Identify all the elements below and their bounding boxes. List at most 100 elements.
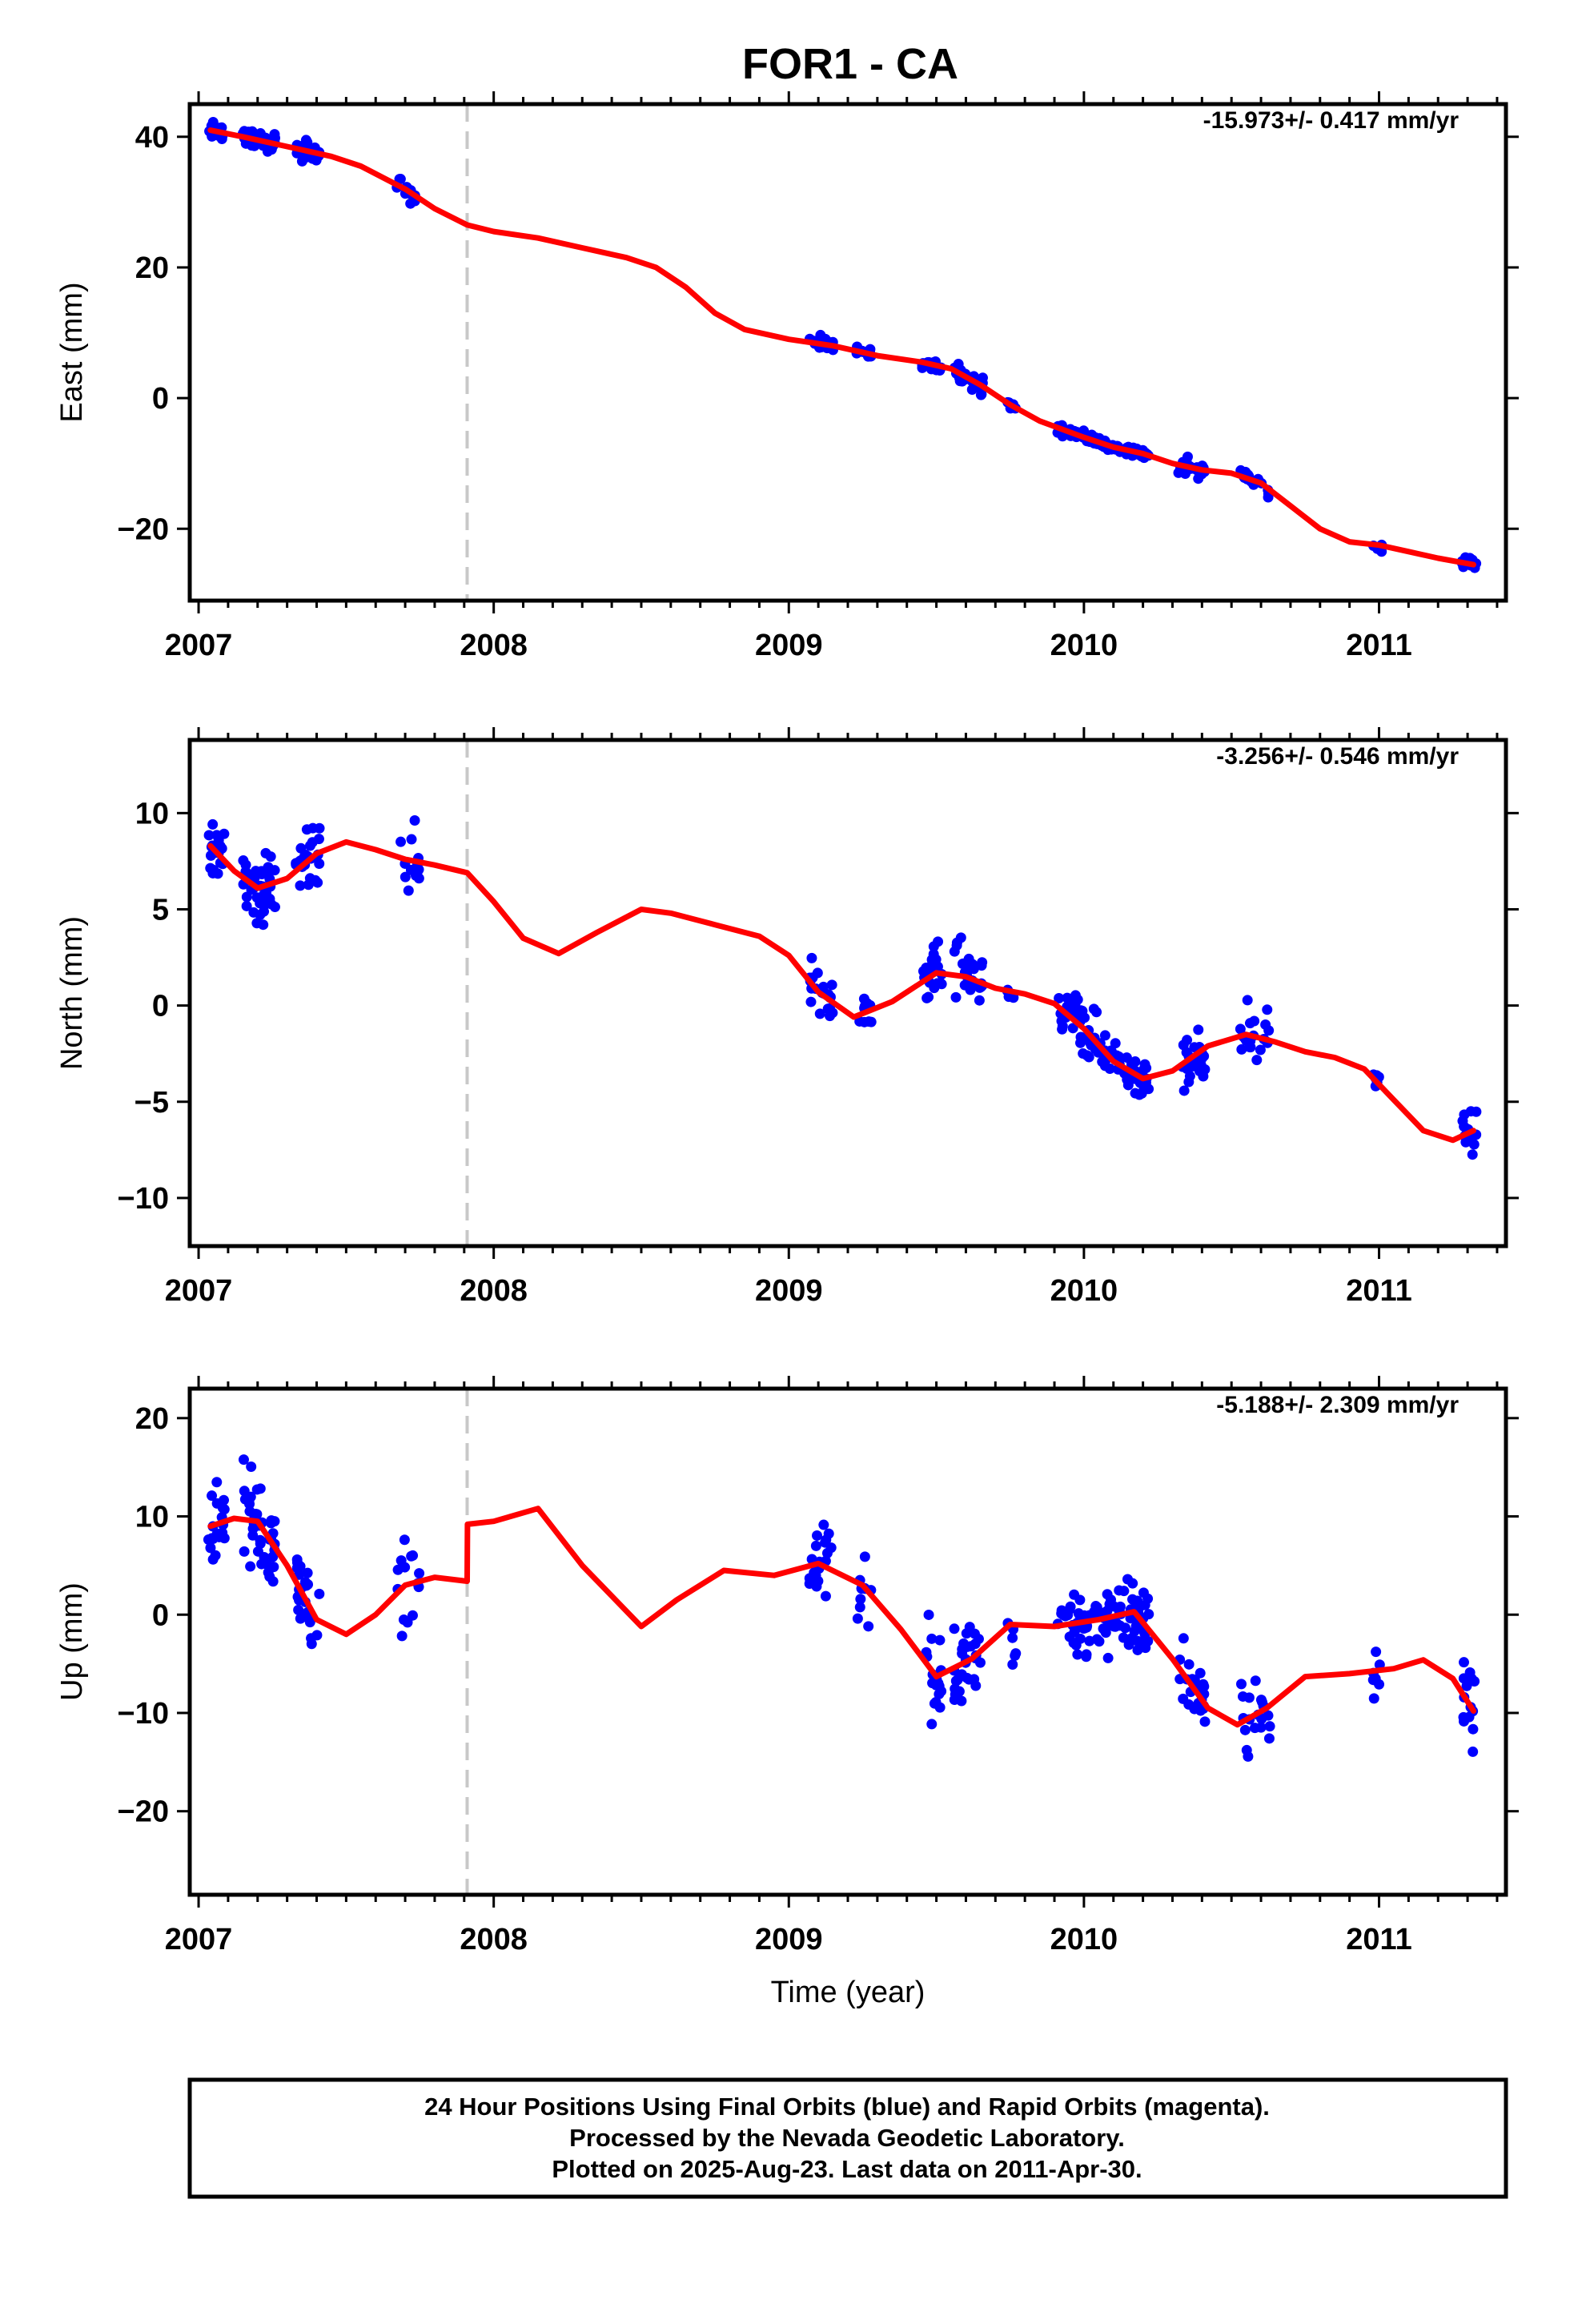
y-tick-label: 0	[152, 1598, 169, 1632]
data-point	[402, 1617, 413, 1628]
data-point	[1178, 1633, 1189, 1644]
data-point	[213, 834, 224, 846]
y-tick-label: 10	[135, 1501, 169, 1534]
data-point	[1142, 1593, 1154, 1604]
data-point	[854, 1602, 865, 1613]
model-fit-line	[207, 1506, 1476, 1728]
data-point	[241, 900, 252, 911]
data-point	[395, 174, 406, 185]
data-point	[1368, 1693, 1379, 1704]
data-point	[1199, 1063, 1211, 1075]
data-point	[1244, 1018, 1255, 1029]
data-point	[1064, 1631, 1075, 1642]
x-tick-label: 2011	[1346, 1923, 1411, 1956]
x-tick-label: 2008	[460, 1923, 528, 1956]
data-point	[1263, 1733, 1275, 1744]
data-point	[917, 966, 929, 977]
data-point	[1121, 1052, 1132, 1063]
data-point	[957, 1648, 968, 1659]
data-point	[1056, 1608, 1067, 1619]
data-point	[1084, 1635, 1095, 1647]
data-point	[216, 843, 227, 854]
data-point	[258, 919, 269, 931]
data-point	[1007, 1632, 1018, 1643]
data-point	[934, 1634, 946, 1646]
data-point	[246, 1462, 257, 1473]
data-point	[1057, 1020, 1068, 1031]
data-point	[314, 1588, 325, 1599]
data-point	[1264, 1721, 1275, 1732]
x-tick-label: 2009	[755, 1274, 823, 1308]
data-point	[863, 1016, 874, 1027]
data-point	[949, 1694, 960, 1705]
data-point	[269, 129, 280, 140]
data-point	[809, 1567, 820, 1578]
data-point	[962, 1672, 973, 1683]
data-point	[1118, 1632, 1129, 1643]
data-point	[818, 1519, 829, 1530]
data-point	[312, 877, 323, 888]
data-point	[1235, 1023, 1246, 1035]
data-point	[1245, 1042, 1256, 1053]
x-tick-label: 2007	[165, 1274, 233, 1308]
data-point	[248, 907, 259, 918]
data-point	[301, 1580, 312, 1591]
x-tick-label: 2009	[755, 629, 823, 662]
data-point	[1130, 1088, 1141, 1099]
data-points	[203, 814, 1482, 1160]
data-point	[306, 1638, 317, 1650]
data-point	[1099, 1030, 1110, 1041]
data-point	[260, 847, 271, 858]
data-point	[1371, 1647, 1382, 1658]
data-point	[207, 1490, 218, 1502]
data-point	[863, 1621, 874, 1632]
data-point	[1132, 1595, 1143, 1606]
data-point	[1457, 1116, 1468, 1127]
data-point	[1195, 1667, 1206, 1679]
data-point	[212, 868, 223, 879]
data-point	[1189, 1042, 1200, 1053]
x-tick-label: 2008	[460, 1274, 528, 1308]
data-point	[825, 1542, 837, 1554]
caption-box	[187, 2077, 1508, 2199]
data-point	[964, 1622, 975, 1633]
velocity-annotation: -5.188+/- 2.309 mm/yr	[1216, 1392, 1459, 1418]
model-fit-line	[207, 127, 1476, 568]
data-point	[930, 1696, 942, 1707]
data-point	[267, 1576, 279, 1587]
x-tick-label: 2007	[165, 1923, 233, 1956]
data-point	[970, 1680, 982, 1691]
data-point	[262, 1559, 273, 1570]
y-axis-label: East (mm)	[55, 282, 89, 422]
data-point	[1102, 1606, 1113, 1617]
data-point	[928, 948, 939, 959]
data-point	[1139, 1634, 1150, 1646]
data-point	[1235, 1679, 1247, 1690]
data-point	[314, 858, 325, 869]
model-fit-line	[207, 838, 1476, 1144]
data-point	[1198, 1679, 1209, 1690]
y-tick-label: −20	[118, 513, 169, 546]
up-panel: 2007 2008 2009 2010 2011 −20 −10 0 10 20 Up (mm) -5…	[55, 1376, 1519, 2009]
y-tick-label: −10	[118, 1697, 169, 1731]
data-point	[957, 958, 968, 969]
data-point	[814, 1008, 825, 1019]
data-point	[1193, 1024, 1204, 1035]
data-point	[203, 830, 215, 841]
y-axis-label: North (mm)	[55, 916, 89, 1070]
data-point	[302, 137, 313, 148]
data-point	[414, 1568, 425, 1579]
data-point	[1238, 1691, 1249, 1702]
data-point	[1458, 1711, 1469, 1723]
data-point	[259, 906, 270, 917]
data-point	[823, 1528, 834, 1539]
x-tick-label: 2011	[1346, 629, 1411, 662]
data-point	[1122, 1080, 1134, 1091]
data-point	[269, 865, 280, 876]
data-point	[805, 996, 817, 1007]
data-point	[1143, 1084, 1154, 1095]
y-tick-label: 20	[135, 1402, 169, 1436]
plot-frame	[187, 738, 1508, 1248]
data-point	[1054, 992, 1065, 1003]
